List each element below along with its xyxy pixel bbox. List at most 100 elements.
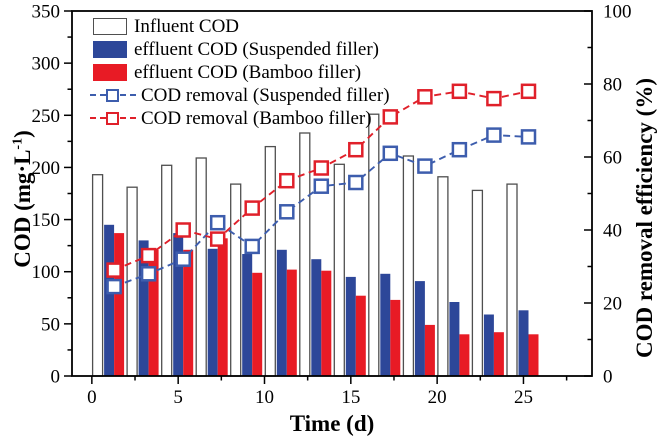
legend-label-removal-suspended: COD removal (Suspended filler) <box>141 85 390 106</box>
effluent-suspended-bar <box>104 224 115 376</box>
effluent-suspended-bar <box>138 240 149 376</box>
influent-cod-bar <box>264 145 276 377</box>
cod-removal-bamboo-marker <box>451 83 468 100</box>
influent-cod-bar <box>437 176 449 377</box>
y-left-tick-label: 350 <box>32 2 61 23</box>
influent-cod-bar <box>230 183 242 377</box>
legend-item-influent-cod: Influent COD <box>93 15 390 38</box>
x-tick-label: 10 <box>255 387 274 408</box>
y-left-tick-label: 250 <box>32 106 61 127</box>
effluent-suspended-bar <box>483 314 494 376</box>
influent-cod-bar <box>299 132 311 377</box>
y-right-tick-label: 40 <box>603 221 622 242</box>
x-tick-label: 0 <box>87 387 97 408</box>
open-square-marker-icon <box>106 111 119 125</box>
effluent-bamboo-bar <box>424 324 435 376</box>
cod-removal-bamboo-marker <box>520 83 537 100</box>
cod-removal-suspended-marker <box>486 127 502 143</box>
effluent-suspended-bar <box>380 273 391 376</box>
effluent-bamboo-bar <box>252 272 263 376</box>
legend-item-removal-bamboo: COD removal (Bamboo filler) <box>90 107 390 130</box>
effluent-bamboo-bar <box>217 238 228 376</box>
y-left-tick-label: 300 <box>32 54 61 75</box>
effluent-bamboo-bar <box>183 249 194 376</box>
y-left-tick-label: 150 <box>32 210 61 231</box>
cod-removal-suspended-marker <box>209 214 226 231</box>
effluent-bamboo-bar <box>390 299 401 376</box>
x-axis-title: Time (d) <box>289 411 375 436</box>
effluent-bamboo-swatch <box>93 64 127 81</box>
cod-removal-bamboo-marker <box>244 200 260 216</box>
y-axis-left-title: COD (mg·L-1) <box>10 130 35 268</box>
effluent-bamboo-bar <box>493 332 504 376</box>
cod-removal-bamboo-marker <box>348 141 364 158</box>
cod-removal-bamboo-marker <box>175 222 191 238</box>
x-tick-label: 25 <box>514 387 533 408</box>
influent-cod-bar <box>471 189 484 377</box>
x-tick-label: 15 <box>341 387 360 408</box>
effluent-suspended-bar <box>173 233 184 376</box>
effluent-suspended-bar <box>242 254 253 376</box>
cod-removal-suspended-marker <box>313 178 330 194</box>
y-left-tick-label: 50 <box>41 314 60 335</box>
x-tick-label: 20 <box>428 387 447 408</box>
effluent-suspended-bar <box>414 281 425 376</box>
cod-removal-suspended-marker <box>106 278 122 295</box>
effluent-bamboo-bar <box>355 295 366 376</box>
influent-cod-bar <box>195 157 207 377</box>
cod-removal-suspended-marker <box>279 204 295 220</box>
effluent-bamboo-bar <box>321 270 332 376</box>
effluent-suspended-swatch <box>93 41 127 58</box>
y-left-tick-label: 0 <box>51 367 61 388</box>
removal-bamboo-line-swatch <box>90 110 136 127</box>
chart-legend: Influent COD effluent COD (Suspended fil… <box>90 15 390 130</box>
influent-cod-bar <box>368 113 380 377</box>
influent-cod-swatch <box>93 18 127 35</box>
effluent-suspended-bar <box>311 259 322 376</box>
cod-removal-bamboo-marker <box>140 247 157 264</box>
cod-removal-bamboo-marker <box>486 90 502 107</box>
effluent-bamboo-bar <box>286 269 297 376</box>
influent-cod-bar <box>91 174 104 377</box>
y-right-tick-label: 100 <box>603 2 632 23</box>
y-left-tick-label: 100 <box>32 262 61 283</box>
effluent-bamboo-bar <box>459 334 470 376</box>
removal-suspended-line-swatch <box>90 87 136 104</box>
cod-removal-suspended-marker <box>520 129 537 145</box>
cod-removal-bamboo-marker <box>106 262 122 278</box>
cod-removal-bamboo-marker <box>279 172 295 189</box>
y-right-tick-label: 60 <box>603 148 622 169</box>
cod-removal-bamboo-marker <box>382 109 399 125</box>
y-right-tick-label: 0 <box>603 367 613 388</box>
effluent-suspended-bar <box>449 302 460 376</box>
legend-label-influent-cod: Influent COD <box>134 16 240 37</box>
x-tick-label: 5 <box>173 387 183 408</box>
y-right-tick-label: 80 <box>603 75 622 96</box>
cod-removal-suspended-marker <box>417 158 433 174</box>
y-left-tick-label: 200 <box>32 158 61 179</box>
cod-removal-suspended-marker <box>175 251 191 267</box>
effluent-suspended-bar <box>276 249 287 376</box>
effluent-bamboo-bar <box>148 249 159 376</box>
influent-cod-bar <box>402 155 415 377</box>
cod-removal-suspended-marker <box>244 238 260 255</box>
effluent-suspended-bar <box>518 310 529 376</box>
legend-label-effluent-suspended: effluent COD (Suspended filler) <box>134 39 380 60</box>
cod-removal-suspended-marker <box>451 141 468 158</box>
influent-cod-bar <box>506 183 518 377</box>
cod-removal-bamboo-marker <box>417 89 433 105</box>
legend-label-effluent-bamboo: effluent COD (Bamboo filler) <box>134 62 362 83</box>
effluent-suspended-bar <box>207 248 218 376</box>
influent-cod-bar <box>161 164 173 377</box>
y-right-tick-label: 20 <box>603 294 622 315</box>
legend-item-effluent-bamboo: effluent COD (Bamboo filler) <box>93 61 390 84</box>
y-axis-right-title: COD removal efficiency (%) <box>632 78 657 358</box>
effluent-suspended-bar <box>345 276 356 376</box>
cod-removal-bamboo-marker <box>209 231 226 247</box>
influent-cod-bar <box>333 163 345 377</box>
cod-removal-bamboo-marker <box>313 160 330 176</box>
cod-removal-suspended-marker <box>348 174 364 191</box>
open-square-marker-icon <box>106 88 119 102</box>
